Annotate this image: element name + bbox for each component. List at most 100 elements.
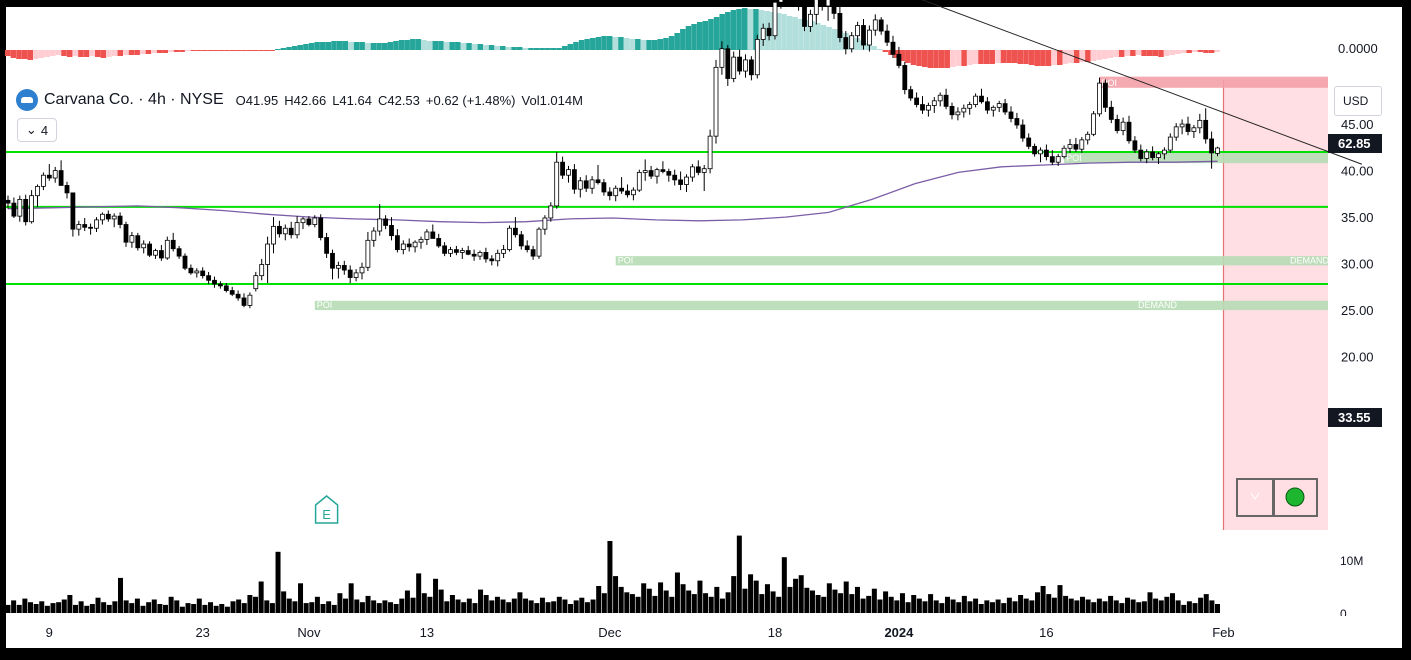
candle[interactable] [1162,149,1167,155]
candle[interactable] [601,182,607,193]
candle[interactable] [170,239,176,250]
candle[interactable] [572,169,577,190]
indicators-toggle-button[interactable]: ⌄ 4 [17,118,57,142]
candle[interactable] [772,1,778,37]
candle[interactable] [1126,121,1132,142]
candle[interactable] [206,275,212,281]
candle[interactable] [335,265,341,269]
candle[interactable] [70,192,76,230]
candle[interactable] [5,199,11,204]
candle[interactable] [802,0,807,27]
demand-zone[interactable] [615,256,1328,266]
candle[interactable] [442,245,448,254]
candle[interactable] [589,179,595,189]
candle[interactable] [513,227,518,236]
candle[interactable] [1038,149,1043,155]
candle[interactable] [1026,137,1032,147]
candle[interactable] [276,225,282,235]
candle[interactable] [990,106,996,111]
candle[interactable] [300,218,306,224]
candle[interactable] [164,239,170,259]
candle[interactable] [678,179,683,185]
candle[interactable] [666,171,672,176]
candle[interactable] [890,41,896,55]
candle[interactable] [377,218,383,232]
candle[interactable] [241,297,247,306]
candle[interactable] [341,265,347,271]
candle[interactable] [306,218,312,225]
candle[interactable] [1203,119,1209,140]
candle[interactable] [955,111,961,116]
candle[interactable] [1156,153,1161,158]
candle[interactable] [1209,138,1214,154]
candle[interactable] [253,275,259,290]
candle[interactable] [967,104,973,109]
candle[interactable] [1132,140,1138,151]
candle[interactable] [855,25,860,37]
candle[interactable] [35,185,40,197]
candle[interactable] [158,250,164,259]
candle[interactable] [448,249,453,254]
candle[interactable] [353,272,359,278]
candle[interactable] [831,0,837,14]
candle[interactable] [212,279,217,285]
candle[interactable] [707,135,713,170]
candle[interactable] [153,250,158,256]
candle[interactable] [17,198,23,217]
candle[interactable] [1185,123,1191,132]
candle[interactable] [979,95,984,103]
candle[interactable] [595,179,601,184]
candle[interactable] [631,189,636,196]
candle[interactable] [147,243,153,256]
candle[interactable] [1067,144,1073,149]
candle[interactable] [11,202,17,217]
candle[interactable] [117,215,123,225]
candle[interactable] [731,56,737,79]
candle[interactable] [188,267,194,274]
candle[interactable] [176,248,182,257]
candle[interactable] [495,252,501,262]
price-pane[interactable]: POIPOIPOIPOIDEMANDPOIDEMANDE [5,0,1363,530]
candle[interactable] [607,191,613,197]
candle[interactable] [383,218,389,226]
candle[interactable] [41,174,46,187]
demand-zone[interactable] [1064,151,1328,164]
candle[interactable] [235,293,241,299]
candle[interactable] [194,270,200,274]
candle[interactable] [471,253,477,257]
supply-zone[interactable] [1099,76,1329,88]
candle[interactable] [926,105,931,111]
candle[interactable] [483,252,489,260]
candle[interactable] [613,187,619,197]
candle[interactable] [1032,145,1037,155]
candle[interactable] [920,104,925,111]
candle[interactable] [684,176,689,185]
earnings-marker[interactable]: E [314,495,339,524]
candle[interactable] [642,170,648,173]
candle[interactable] [229,290,235,295]
candle[interactable] [436,238,442,247]
candle[interactable] [625,190,630,196]
candle[interactable] [1114,119,1120,131]
candle[interactable] [88,226,93,229]
candle[interactable] [1049,156,1055,163]
candle[interactable] [129,235,135,243]
candle[interactable] [418,238,424,243]
candle[interactable] [524,245,530,251]
candle[interactable] [619,187,624,192]
candle[interactable] [713,66,719,137]
candle[interactable] [654,169,660,177]
candle[interactable] [318,217,324,238]
candle[interactable] [867,29,872,46]
candle[interactable] [1097,82,1102,115]
candle[interactable] [400,243,406,251]
candle[interactable] [324,237,330,254]
candle[interactable] [94,219,99,229]
candle[interactable] [937,94,943,102]
candle[interactable] [389,225,394,237]
candle[interactable] [1079,139,1085,150]
candle[interactable] [719,48,725,68]
replay-box-right[interactable] [1272,478,1318,517]
candle[interactable] [849,35,855,50]
candle[interactable] [1108,106,1114,120]
